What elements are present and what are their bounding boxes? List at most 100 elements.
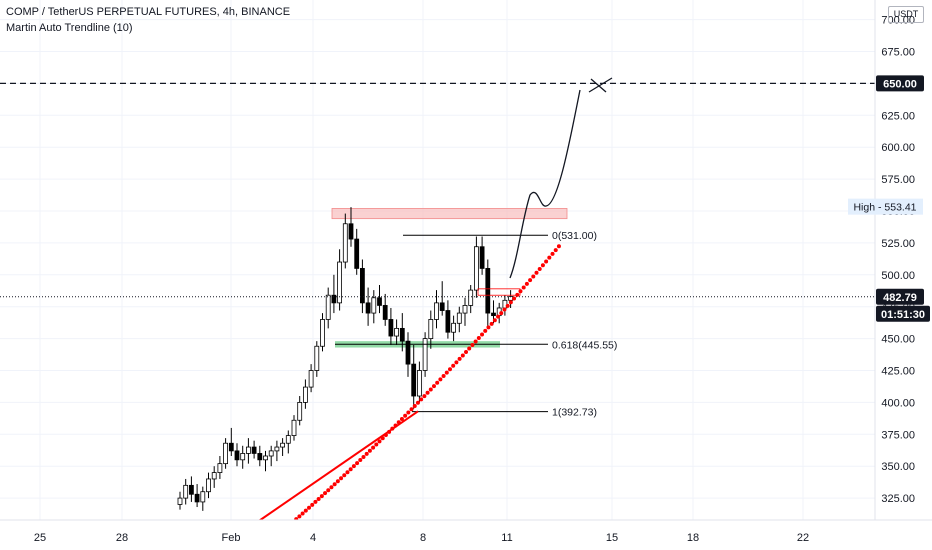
- trendline-dot: [367, 448, 372, 453]
- trendline-dot: [454, 360, 459, 365]
- trendline-dot: [313, 499, 318, 504]
- candle-up: [268, 450, 274, 457]
- trendline-dot: [464, 349, 469, 354]
- trendline-dot: [342, 473, 347, 478]
- candle-down: [439, 302, 445, 311]
- price-tick-label: 675.00: [881, 47, 915, 59]
- candle-down: [479, 246, 485, 269]
- trendline-dot: [364, 451, 369, 456]
- trendline-dot: [480, 332, 485, 337]
- candle-down: [354, 238, 360, 269]
- trendline-dot: [329, 485, 334, 490]
- current-price-tag: 482.79: [883, 292, 917, 304]
- candle-up: [274, 446, 280, 452]
- symbol-title[interactable]: COMP / TetherUS PERPETUAL FUTURES, 4h, B…: [6, 6, 291, 18]
- trendline-solid: [254, 410, 419, 525]
- countdown-tag-bg: [876, 305, 930, 322]
- time-tick-label: 25: [34, 532, 46, 544]
- time-tick-label: 28: [116, 532, 128, 544]
- candle-down: [377, 297, 382, 306]
- trendline-dot: [470, 343, 475, 348]
- candle-up: [291, 419, 297, 436]
- trendline-dot: [335, 479, 340, 484]
- trendline-dot: [531, 274, 536, 279]
- candle-up: [422, 338, 428, 371]
- trendline-dot: [486, 325, 491, 330]
- trendline-dot: [496, 314, 501, 319]
- candle-up: [206, 478, 211, 493]
- candle-up: [416, 370, 422, 397]
- candle-up: [302, 386, 308, 403]
- price-tags: 650.00 482.79 01:51:30 High - 553.41: [848, 75, 930, 322]
- trendline-dot: [390, 426, 395, 431]
- trendline-dot: [441, 373, 446, 378]
- time-tick-label: 8: [420, 532, 426, 544]
- candle-up: [451, 322, 457, 333]
- trendline-dot: [303, 508, 308, 513]
- candle-up: [434, 302, 439, 320]
- candle-down: [382, 305, 388, 320]
- projection-path: [509, 89, 581, 279]
- price-axis[interactable]: 700.00675.00650.00625.00600.00575.00550.…: [881, 15, 915, 506]
- currency-button[interactable]: USDT: [888, 6, 924, 23]
- trendline-dot: [310, 502, 315, 507]
- time-axis[interactable]: 25 28 Feb 4 8 11 15 18 22: [34, 532, 809, 544]
- candle-down: [411, 363, 417, 397]
- trendline-dot: [406, 410, 411, 415]
- trendline-dot: [438, 377, 443, 382]
- candle-up: [263, 455, 268, 461]
- candle-up: [177, 497, 183, 505]
- trendline-dot: [361, 454, 366, 459]
- time-axis-bg[interactable]: [0, 520, 932, 550]
- candle-up: [371, 297, 377, 314]
- trendline-dot: [444, 370, 449, 375]
- trendline-dot: [355, 461, 360, 466]
- candle-down: [359, 268, 365, 304]
- trendline-dot: [499, 311, 504, 316]
- trendline-dot: [524, 281, 529, 286]
- candle-up: [342, 223, 348, 263]
- fib-level-label: 1(392.73): [552, 407, 597, 419]
- trendline-dot: [332, 482, 337, 487]
- candle-up: [428, 319, 434, 339]
- trendline-dot: [358, 458, 363, 463]
- trendline-dot: [547, 255, 552, 260]
- high-tag-bg: [848, 198, 923, 215]
- candle-down: [331, 294, 337, 304]
- trendline-dot: [505, 303, 510, 308]
- trendline-dot: [348, 467, 353, 472]
- time-tick-label: Feb: [222, 532, 241, 544]
- drawings: 0(531.00) 0.618(445.55) 1(392.73): [0, 77, 875, 525]
- candle-up: [456, 312, 462, 324]
- price-tick-label: 525.00: [881, 238, 915, 250]
- time-tick-label: 22: [797, 532, 809, 544]
- trendline-dot: [508, 300, 513, 305]
- candle-up: [200, 491, 206, 503]
- candle-up: [462, 305, 468, 314]
- trendline-dot: [431, 384, 436, 389]
- price-marker-box: [477, 288, 521, 296]
- time-tick-label: 4: [310, 532, 316, 544]
- candle-down: [399, 327, 405, 342]
- candle-up: [285, 435, 291, 444]
- candle-up: [245, 446, 251, 454]
- trendline-dot: [412, 403, 417, 408]
- indicator-legend[interactable]: Martin Auto Trendline (10): [6, 22, 133, 34]
- grid: [0, 0, 875, 520]
- target-cross: [590, 78, 607, 93]
- price-tick-label: 500.00: [881, 270, 915, 282]
- candle-up: [211, 472, 217, 480]
- trendline-dot: [316, 497, 321, 502]
- trendline-dot: [483, 328, 488, 333]
- trendline-dot: [540, 263, 545, 268]
- trendline-dot: [387, 429, 392, 434]
- current-price-tag-bg: [876, 288, 924, 305]
- trendline-dot: [473, 339, 478, 344]
- trendline-dot: [380, 436, 385, 441]
- candle-up: [337, 261, 343, 304]
- trendline-dot: [393, 423, 398, 428]
- trendline-dot: [512, 296, 517, 301]
- candle-down: [257, 453, 263, 461]
